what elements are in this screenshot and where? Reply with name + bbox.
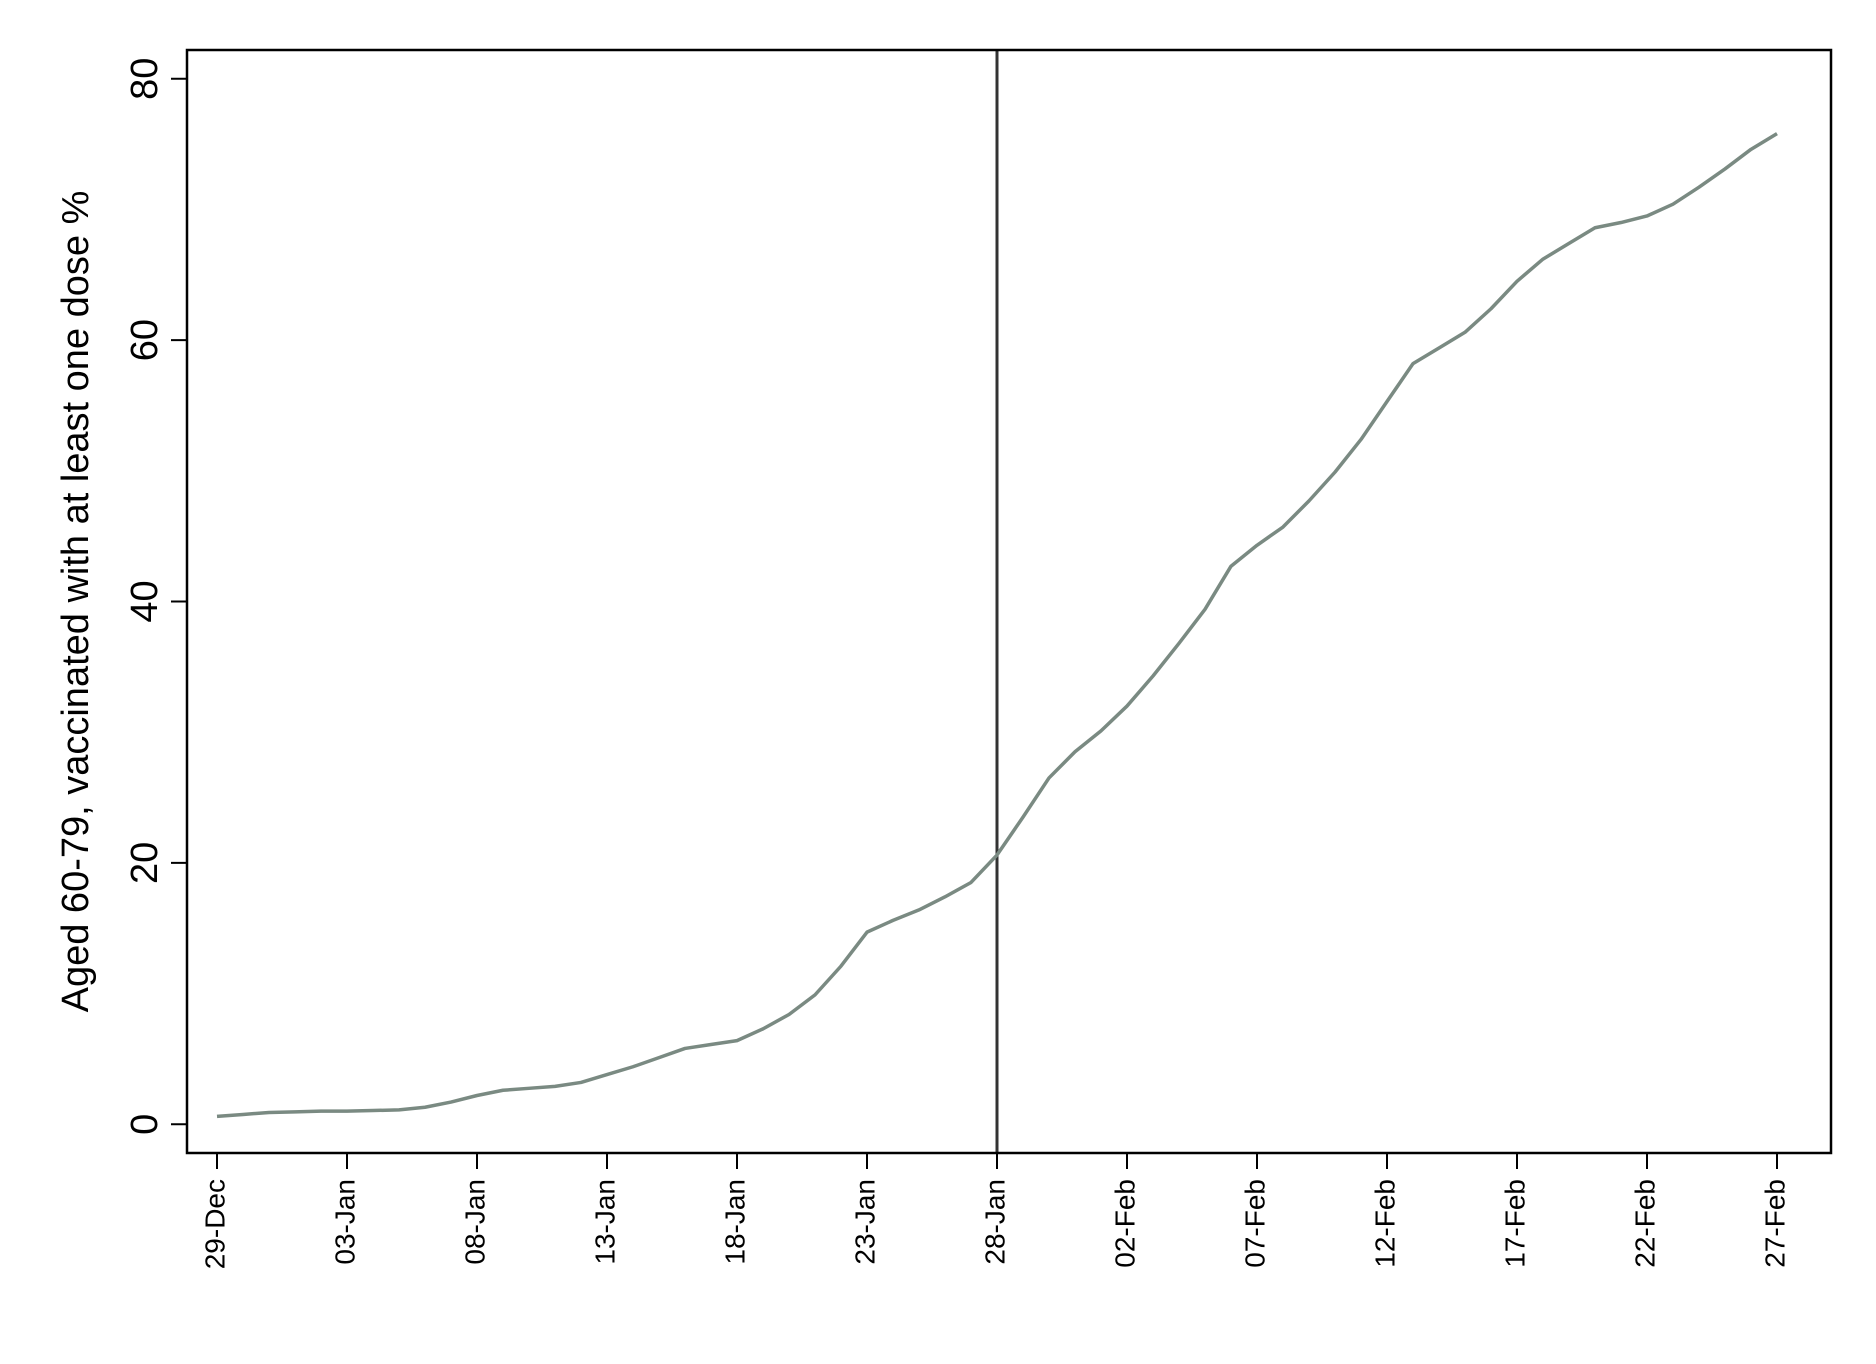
y-axis-label: Aged 60-79, vaccinated with at least one… — [55, 191, 97, 1013]
x-tick-label: 08-Jan — [459, 1179, 490, 1265]
x-tick-label: 03-Jan — [329, 1179, 360, 1265]
x-tick-label: 29-Dec — [199, 1179, 230, 1269]
x-tick-label: 17-Feb — [1499, 1179, 1530, 1268]
x-tick-label: 27-Feb — [1759, 1179, 1790, 1268]
y-tick-label: 60 — [124, 319, 166, 361]
y-tick-label: 0 — [124, 1114, 166, 1135]
y-tick-label: 40 — [124, 580, 166, 622]
x-tick-label: 23-Jan — [849, 1179, 880, 1265]
x-tick-label: 13-Jan — [589, 1179, 620, 1265]
x-tick-label: 22-Feb — [1629, 1179, 1660, 1268]
x-tick-label: 07-Feb — [1239, 1179, 1270, 1268]
plot-frame — [185, 48, 1833, 1155]
data-line — [216, 132, 1778, 1119]
x-tick-label: 28-Jan — [979, 1179, 1010, 1265]
x-tick-label: 02-Feb — [1109, 1179, 1140, 1268]
x-tick-label: 18-Jan — [719, 1179, 750, 1265]
x-tick-label: 12-Feb — [1369, 1179, 1400, 1268]
y-tick-label: 20 — [124, 842, 166, 884]
y-tick-label: 80 — [124, 58, 166, 100]
